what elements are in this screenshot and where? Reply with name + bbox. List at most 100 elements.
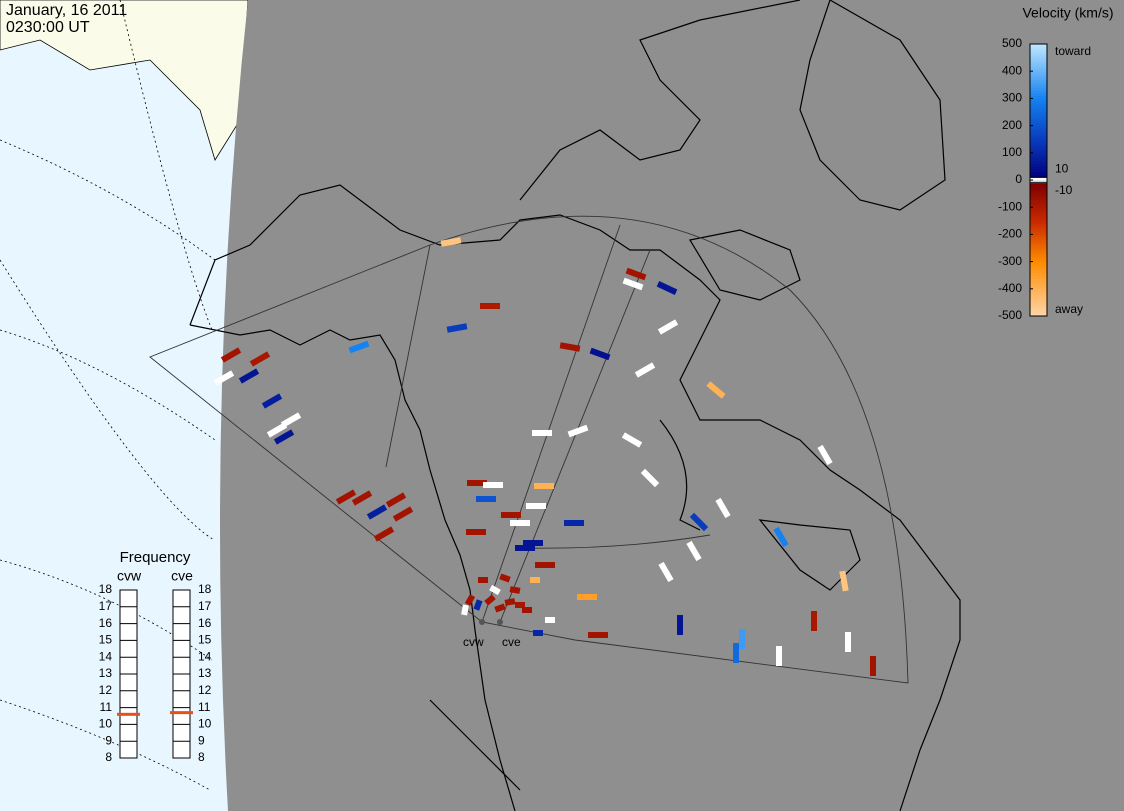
colorbar-segment [1030,147,1047,151]
velocity-vector [483,482,503,488]
colorbar-segment [1030,44,1047,48]
velocity-vector [473,599,483,611]
velocity-vector [545,617,555,623]
colorbar-segment [1030,49,1047,53]
velocity-vector [220,347,242,363]
frequency-tick-label: 9 [198,733,205,747]
colorbar-segment [1030,283,1047,287]
colorbar-segment [1030,294,1047,298]
colorbar-segment [1030,261,1047,265]
velocity-vector [494,603,506,613]
velocity-vector [658,561,674,583]
velocity-vector [515,545,535,551]
colorbar-tick-label: -100 [998,199,1022,213]
colorbar-label: toward [1055,44,1091,58]
velocity-vector [656,281,678,295]
colorbar-segment [1030,125,1047,129]
colorbar-segment [1030,90,1047,94]
colorbar-tick-label: 500 [1002,36,1022,50]
colorbar-segment [1030,114,1047,118]
frequency-tick-label: 12 [198,683,212,697]
colorbar-segment [1030,237,1047,241]
velocity-vector [213,370,235,386]
colorbar-segment [1030,201,1047,205]
colorbar-segment [1030,245,1047,249]
velocity-vector [559,342,581,352]
date: January, 16 2011 [6,2,127,19]
velocity-vector [589,347,611,361]
colorbar-segment [1030,207,1047,211]
colorbar-segment [1030,199,1047,203]
colorbar-segment [1030,215,1047,219]
velocity-vector [634,362,656,378]
velocity-vector [392,506,414,522]
colorbar-segment [1030,220,1047,225]
colorbar-tick-label: -500 [998,308,1022,322]
colorbar-segment [1030,73,1047,78]
colorbar-tick-label: 0 [1015,172,1022,186]
velocity-vectors [213,237,876,676]
colorbar-segment [1030,296,1047,301]
velocity-vector [839,570,849,592]
velocity-vector [238,368,260,384]
frequency-tick-label: 9 [105,733,112,747]
radar-fields-of-view [149,215,909,684]
velocity-vector [489,584,501,596]
velocity-vector [686,540,702,562]
velocity-vector [461,604,469,616]
frequency-marker [117,712,140,716]
velocity-vector [715,497,731,519]
colorbar-segment [1030,223,1047,227]
colorbar-tick-label: -400 [998,281,1022,295]
velocity-vector [366,504,388,520]
velocity-vector [335,489,357,505]
velocity-vector [588,632,608,638]
colorbar-segment [1030,136,1047,140]
colorbar-segment [1030,46,1047,50]
velocity-vector [464,594,476,606]
colorbar-segment [1030,177,1047,181]
velocity-vector [870,656,876,676]
colorbar-segment [1030,212,1047,216]
velocity-vector [501,512,521,518]
velocity-vector [509,586,521,594]
velocity-vector [773,526,789,548]
colorbar-segment [1030,68,1047,72]
site-label: cvw [463,635,484,649]
frequency-tick-label: 13 [99,666,113,680]
colorbar-segment [1030,117,1047,121]
colorbar-segment [1030,204,1047,208]
colorbar-segment [1030,253,1047,257]
colorbar-segment [1030,302,1047,306]
velocity-vector [515,602,525,608]
velocity-vector [466,529,486,535]
colorbar-segment [1030,196,1047,200]
colorbar-tick-label: 200 [1002,118,1022,132]
colorbar-segment [1030,60,1047,64]
colorbar-segment [1030,141,1047,146]
velocity-vector [533,630,543,636]
colorbar-segment [1030,242,1047,246]
frequency-tick-label: 18 [198,582,212,596]
frequency-tick-label: 15 [198,633,212,647]
colorbar-segment [1030,239,1047,244]
colorbar-segment [1030,188,1047,192]
velocity-vector [640,468,660,488]
velocity-vector [499,573,511,583]
colorbar-segment [1030,256,1047,260]
colorbar-segment [1030,95,1047,99]
colorbar-segment [1030,286,1047,290]
frequency-tick-label: 14 [198,649,212,663]
colorbar-segment [1030,160,1047,165]
velocity-vector [733,643,739,663]
site-label: cve [502,635,521,649]
radar-name: cvw [117,568,142,584]
frequency-tick-label: 16 [99,616,113,630]
colorbar-segment [1030,84,1047,89]
velocity-vector [478,577,488,583]
colorbar-segment [1030,231,1047,235]
colorbar-segment [1030,267,1047,271]
frequency-tick-label: 8 [105,750,112,764]
velocity-vector [564,520,584,526]
frequency-tick-label: 11 [198,700,211,714]
